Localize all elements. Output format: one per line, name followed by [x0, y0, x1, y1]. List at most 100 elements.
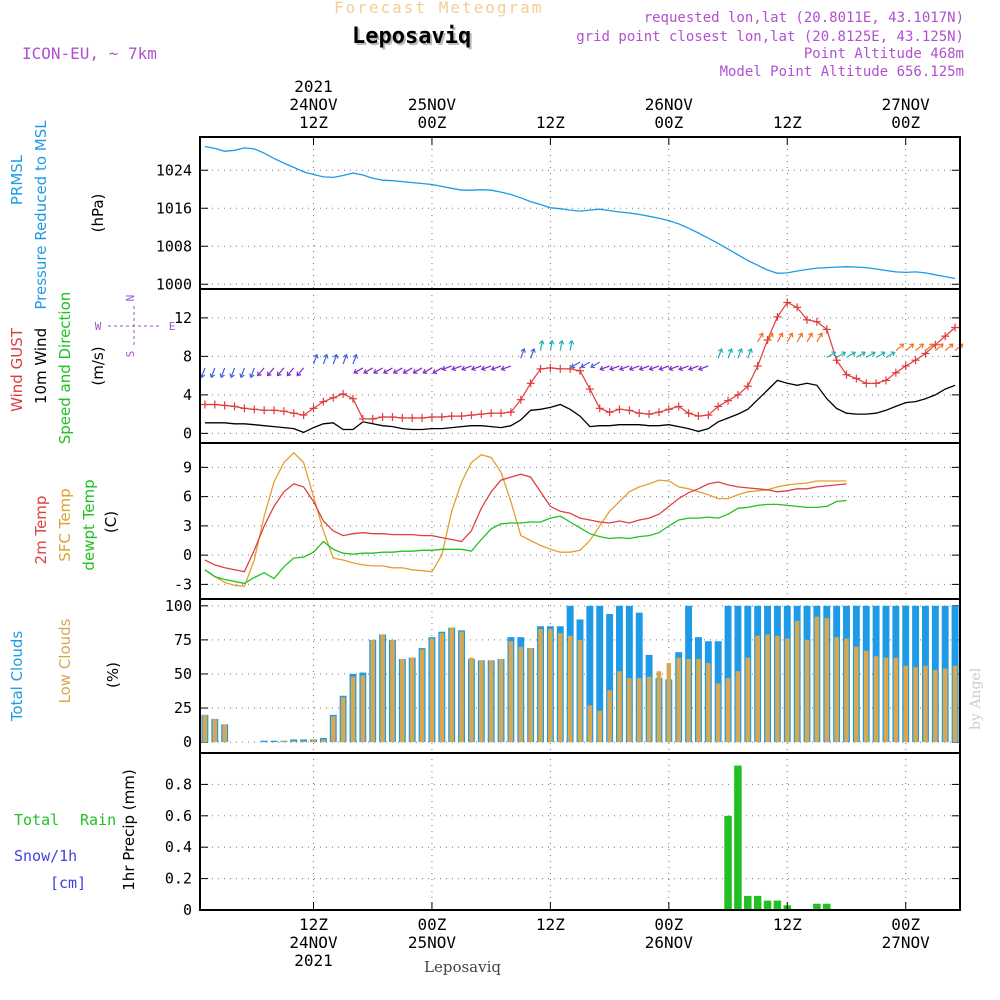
- wind-direction-arrow: [249, 367, 255, 379]
- y-tick-label: 0.4: [165, 838, 192, 856]
- wind-direction-arrow: [229, 367, 236, 379]
- y-tick-label: 0.8: [165, 775, 192, 793]
- arrow-head: [860, 351, 866, 357]
- arrow-head: [402, 369, 408, 374]
- arrow-shaft: [737, 348, 742, 359]
- low-cloud-bar: [715, 683, 721, 743]
- grid-panel-1: 0 4 8 12: [174, 289, 960, 443]
- arrow-shaft: [342, 354, 348, 365]
- arrow-head: [599, 365, 605, 372]
- low-cloud-bar: [903, 665, 908, 743]
- wind-direction-arrow: [332, 353, 339, 365]
- arrow-shaft: [688, 365, 699, 370]
- panel-frame: [199, 752, 961, 911]
- gust-axis-label: Wind GUST: [8, 327, 26, 412]
- gust-marker: [566, 364, 575, 373]
- grid-panel-2: -3 0 3 6 9: [174, 443, 960, 599]
- rain-bar: [753, 895, 762, 910]
- wind-direction-arrow: [451, 365, 462, 372]
- pressure-axis-label-long: Pressure Reduced to MSL: [32, 120, 50, 310]
- wind-direction-arrow: [658, 365, 670, 372]
- arrow-head: [530, 347, 536, 353]
- wind-direction-arrow: [905, 343, 915, 352]
- arrow-head: [422, 369, 428, 374]
- grid-point-coords: grid point closest lon,lat (20.8125E, 43…: [576, 29, 964, 45]
- gust-marker: [447, 412, 456, 421]
- gust-marker: [378, 413, 387, 422]
- low-cloud-bar: [321, 739, 326, 743]
- wind-direction-arrow: [470, 365, 482, 372]
- wind-direction-arrow: [296, 367, 305, 377]
- arrow-shaft: [422, 367, 433, 374]
- arrow-shaft: [580, 361, 591, 368]
- sfc-temp-axis-label: SFC Temp: [56, 488, 74, 561]
- arrow-head: [648, 365, 654, 372]
- arrow-shaft: [757, 332, 764, 343]
- y-tick-label: 12: [174, 309, 192, 327]
- arrow-head: [412, 369, 418, 374]
- y-tick-label: 0.6: [165, 807, 192, 825]
- arrow-shaft: [383, 367, 393, 374]
- wind-direction-arrow: [668, 365, 679, 372]
- wind-direction-arrow: [412, 367, 423, 374]
- gust-marker: [714, 402, 723, 411]
- arrow-head: [909, 343, 915, 349]
- arrow-shaft: [413, 367, 423, 374]
- gust-marker: [398, 413, 407, 422]
- arrow-head: [490, 365, 496, 372]
- arrow-shaft: [220, 367, 226, 378]
- wind-direction-arrow: [342, 353, 349, 365]
- wind-direction-arrow: [219, 367, 226, 379]
- gust-marker: [427, 413, 436, 422]
- y-tick-label: 25: [174, 699, 192, 717]
- pressure-unit-label: (hPa): [89, 194, 107, 233]
- location-title: Leposaviq: [352, 24, 472, 49]
- top-time-label: 25NOV: [408, 95, 457, 114]
- arrow-head: [432, 369, 438, 374]
- wind-direction-arrow: [480, 365, 492, 372]
- total-clouds-axis-label: Total Clouds: [8, 631, 26, 723]
- gust-marker: [891, 368, 900, 377]
- wind-direction-arrow: [257, 367, 265, 377]
- wind-direction-arrow: [727, 347, 734, 359]
- wind-direction-arrow: [538, 339, 545, 351]
- low-cloud-bar: [735, 671, 741, 743]
- wind-direction-arrow: [875, 351, 886, 358]
- grid-panel-0: 1000 1008 1016 1024: [156, 137, 960, 293]
- wind-direction-arrow: [392, 367, 403, 374]
- wind-direction-arrow: [353, 367, 364, 374]
- arrow-shaft: [403, 367, 413, 374]
- arrow-shaft: [442, 365, 452, 370]
- arrow-head: [333, 353, 339, 359]
- wind-direction-arrow: [737, 347, 744, 359]
- low-cloud-bar: [755, 635, 760, 743]
- low-cloud-bar: [607, 690, 612, 743]
- wind-direction-arrow: [767, 332, 774, 343]
- low-cloud-bar: [627, 678, 632, 743]
- y-tick-label: 9: [183, 458, 192, 476]
- arrow-shaft: [286, 367, 295, 376]
- gust-marker: [230, 402, 239, 411]
- arrow-head: [373, 369, 378, 374]
- arrow-head: [500, 365, 506, 372]
- low-cloud-bar: [686, 658, 691, 743]
- low-cloud-bar: [933, 669, 938, 743]
- arrow-shaft: [619, 365, 630, 370]
- pressure-axis-label: PRMSL: [8, 154, 26, 205]
- arrow-shaft: [491, 365, 502, 370]
- gust-marker: [309, 404, 318, 413]
- y-tick-label: 0: [183, 733, 192, 751]
- snow-unit-label: [cm]: [50, 874, 86, 892]
- wind-direction-arrow: [954, 343, 964, 352]
- arrow-shaft: [776, 332, 783, 343]
- top-time-label: 12Z: [536, 113, 565, 132]
- gust-marker: [516, 395, 525, 404]
- 2m-temp-line: [204, 473, 847, 573]
- arrow-head: [323, 353, 329, 359]
- gust-marker: [812, 317, 821, 326]
- low-cloud-bar: [538, 628, 543, 743]
- wind-direction-arrow: [520, 347, 526, 359]
- arrow-head: [668, 365, 674, 372]
- arrow-shaft: [432, 367, 443, 374]
- low-cloud-bar: [557, 633, 563, 743]
